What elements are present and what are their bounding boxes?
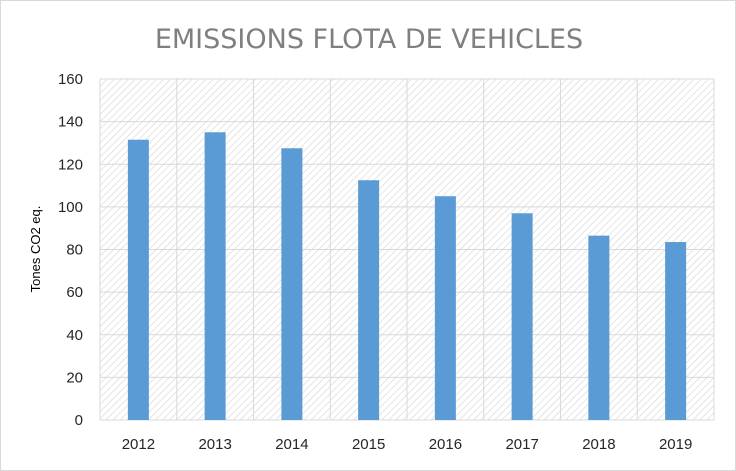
x-tick-label: 2012 [122,436,155,453]
x-axis-ticks: 2012 2013 2014 2015 2016 2017 2018 2019 [122,436,693,453]
y-axis-ticks: 0 20 40 60 80 100 120 140 160 [58,71,83,429]
bar-2017 [511,213,533,420]
y-tick-label: 160 [58,71,83,88]
bar-2013 [204,132,226,420]
y-tick-label: 80 [66,242,83,259]
y-tick-label: 100 [58,199,83,216]
y-tick-label: 40 [66,327,83,344]
chart-title: EMISSIONS FLOTA DE VEHICLES [155,24,583,55]
bar-2019 [665,242,687,420]
y-tick-label: 120 [58,156,83,173]
bar-2015 [358,180,380,420]
y-tick-label: 60 [66,284,83,301]
y-axis-title: Tones CO2 eq. [28,206,43,293]
bar-2012 [127,139,149,420]
bars [127,132,687,420]
bar-2014 [281,148,303,420]
gridlines [99,78,715,421]
bar-2018 [588,235,610,420]
x-tick-label: 2018 [582,436,615,453]
bar-2016 [434,196,456,420]
y-tick-label: 0 [75,412,83,429]
x-tick-label: 2016 [429,436,462,453]
x-tick-label: 2015 [352,436,385,453]
x-tick-label: 2013 [198,436,231,453]
x-tick-label: 2017 [505,436,538,453]
y-tick-label: 140 [58,114,83,131]
x-tick-label: 2014 [275,436,308,453]
x-tick-label: 2019 [659,436,692,453]
y-tick-label: 20 [66,369,83,386]
